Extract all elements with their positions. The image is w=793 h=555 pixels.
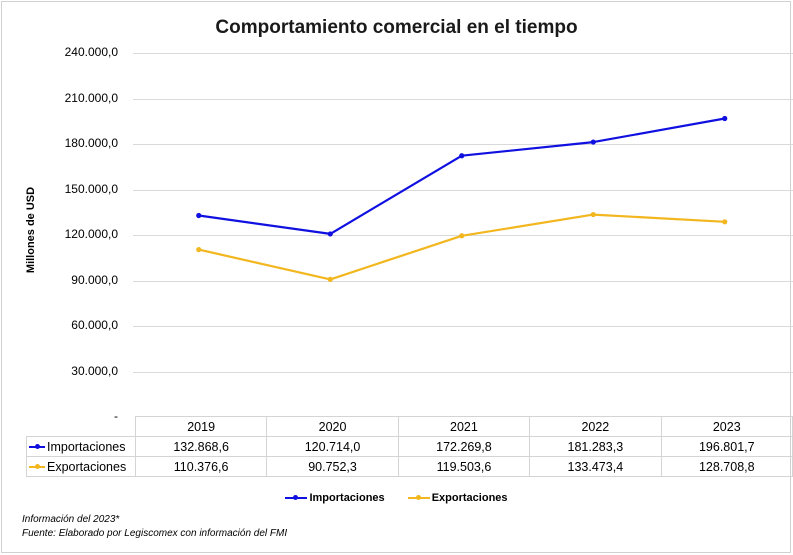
data-point-importaciones (590, 139, 596, 145)
data-table-header-row: 2019 2020 2021 2022 2023 (26, 416, 793, 437)
data-label: 132.868,6 (134, 436, 268, 457)
data-point-exportaciones (196, 246, 202, 253)
data-table-row-exportaciones: Exportaciones 110.376,6 90.752,3 119.503… (26, 456, 793, 477)
data-label: 181.283,3 (529, 436, 662, 457)
data-point-importaciones (196, 212, 202, 219)
line-key-icon (29, 442, 45, 452)
data-label: 133.473,4 (529, 456, 662, 477)
data-table-corner (26, 416, 136, 437)
series-name: Importaciones (47, 439, 126, 454)
gridline (133, 99, 793, 100)
y-tick-label: 90.000,0 (71, 272, 118, 287)
y-tick-label: - (114, 409, 118, 423)
data-label: 128.708,8 (660, 456, 793, 477)
gridline (133, 144, 793, 145)
data-label: 196.801,7 (660, 436, 793, 457)
series-line-exportaciones (198, 213, 725, 281)
data-label: 90.752,3 (266, 456, 399, 477)
data-point-exportaciones (459, 233, 465, 239)
series-name: Exportaciones (47, 459, 127, 474)
data-label: 119.503,6 (397, 456, 531, 477)
data-point-importaciones (327, 231, 333, 237)
data-point-importaciones (722, 115, 728, 122)
category-label: 2021 (397, 416, 531, 437)
gridline (133, 53, 793, 54)
category-label: 2020 (266, 416, 399, 437)
chart-title: Comportamiento comercial en el tiempo (215, 17, 578, 38)
y-tick-label: 30.000,0 (71, 363, 118, 378)
category-label: 2023 (660, 416, 793, 437)
line-key-icon (407, 493, 430, 503)
footnote: Información del 2023* (22, 514, 120, 525)
data-point-exportaciones (590, 211, 596, 218)
gridline (133, 372, 793, 373)
legend-label: Importaciones (309, 492, 385, 504)
gridline (133, 190, 793, 191)
legend-label: Exportaciones (431, 492, 508, 504)
data-label: 110.376,6 (134, 456, 268, 477)
gridline (133, 281, 793, 282)
data-table-row-importaciones: Importaciones 132.868,6 120.714,0 172.26… (26, 436, 793, 457)
y-tick-label: 210.000,0 (64, 90, 118, 105)
y-tick-label: 60.000,0 (71, 318, 118, 332)
category-label: 2019 (134, 416, 268, 437)
gridline (133, 326, 793, 327)
data-table: 2019 2020 2021 2022 2023 Importaciones 1… (26, 416, 793, 477)
line-key-icon (285, 493, 308, 503)
y-tick-label: 240.000,0 (64, 45, 118, 59)
data-point-exportaciones (722, 219, 728, 225)
legend: Importaciones Exportaciones (0, 492, 793, 504)
data-point-exportaciones (327, 276, 333, 282)
y-tick-label: 150.000,0 (64, 181, 118, 196)
y-tick-label: 120.000,0 (64, 227, 118, 241)
category-label: 2022 (529, 416, 662, 437)
legend-item-exportaciones: Exportaciones (407, 492, 508, 504)
series-label-importaciones: Importaciones (26, 436, 136, 457)
series-label-exportaciones: Exportaciones (26, 456, 136, 477)
source-note: Fuente: Elaborado por Legiscomex con inf… (22, 528, 288, 539)
data-label: 120.714,0 (266, 436, 399, 457)
y-tick-label: 180.000,0 (64, 136, 118, 150)
legend-item-importaciones: Importaciones (285, 492, 385, 504)
line-key-icon (29, 462, 45, 472)
data-point-importaciones (459, 153, 465, 159)
data-label: 172.269,8 (397, 436, 531, 457)
